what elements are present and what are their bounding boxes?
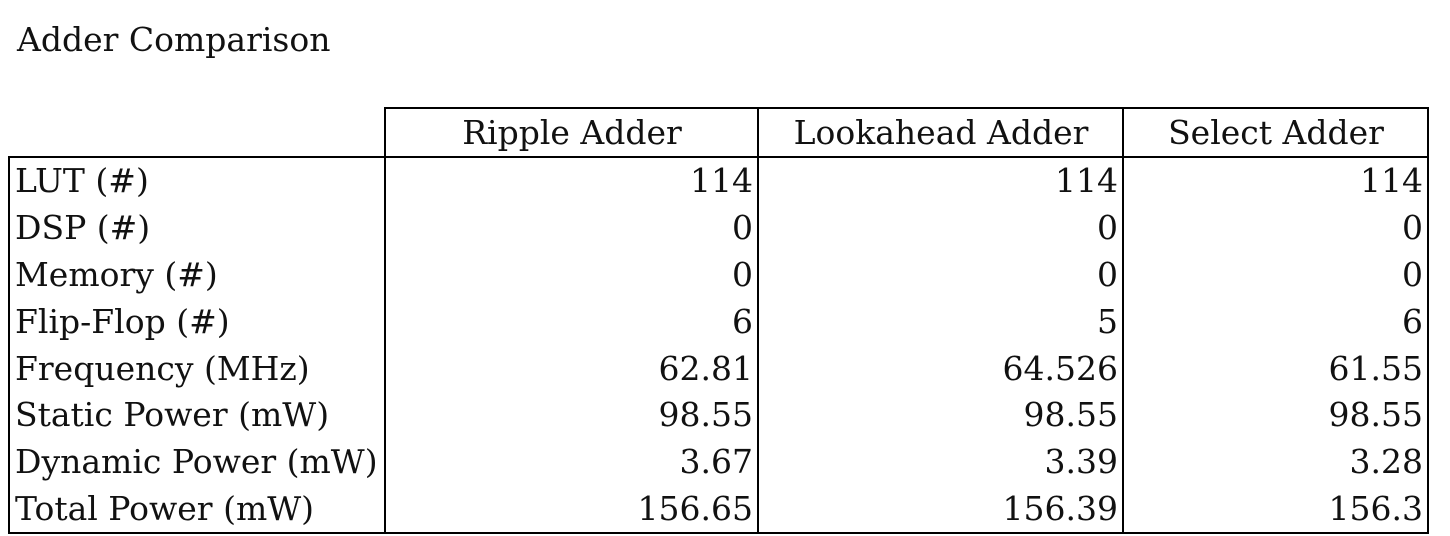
header-row: Ripple Adder Lookahead Adder Select Adde… (9, 107, 1429, 158)
row-label: DSP (#) (8, 204, 386, 252)
row-label: Total Power (mW) (8, 485, 386, 535)
cell-lookahead: 3.39 (758, 438, 1124, 486)
row-label: Frequency (MHz) (8, 345, 386, 392)
cell-lookahead: 0 (758, 251, 1124, 299)
table-row: Dynamic Power (mW) 3.67 3.39 3.28 (8, 438, 1429, 486)
row-label: LUT (#) (8, 157, 386, 205)
cell-select: 61.55 (1123, 345, 1429, 392)
cell-select: 98.55 (1123, 391, 1429, 439)
table-row: Total Power (mW) 156.65 156.39 156.3 (8, 485, 1429, 535)
table-row: Static Power (mW) 98.55 98.55 98.55 (8, 391, 1429, 439)
header-corner-cell (9, 108, 386, 158)
row-label: Static Power (mW) (8, 391, 386, 439)
cell-ripple: 114 (385, 157, 759, 205)
cell-ripple: 98.55 (385, 391, 759, 439)
row-label: Memory (#) (8, 251, 386, 299)
cell-select: 114 (1123, 157, 1429, 205)
cell-lookahead: 5 (758, 298, 1124, 346)
cell-select: 0 (1123, 204, 1429, 252)
cell-select: 0 (1123, 251, 1429, 299)
column-header-select: Select Adder (1122, 107, 1429, 158)
cell-lookahead: 98.55 (758, 391, 1124, 439)
row-label: Flip-Flop (#) (8, 298, 386, 346)
table-row: Memory (#) 0 0 0 (8, 251, 1429, 299)
cell-lookahead: 0 (758, 204, 1124, 252)
cell-ripple: 0 (385, 204, 759, 252)
adder-comparison-table: Ripple Adder Lookahead Adder Select Adde… (8, 107, 1429, 535)
cell-lookahead: 156.39 (758, 485, 1124, 535)
table-title: Adder Comparison (17, 20, 331, 59)
cell-select: 6 (1123, 298, 1429, 346)
row-label: Dynamic Power (mW) (8, 438, 386, 486)
cell-lookahead: 114 (758, 157, 1124, 205)
cell-ripple: 3.67 (385, 438, 759, 486)
cell-ripple: 6 (385, 298, 759, 346)
cell-lookahead: 64.526 (758, 345, 1124, 392)
cell-ripple: 0 (385, 251, 759, 299)
table-row: DSP (#) 0 0 0 (8, 204, 1429, 252)
column-header-lookahead: Lookahead Adder (757, 107, 1124, 158)
cell-select: 3.28 (1123, 438, 1429, 486)
cell-ripple: 62.81 (385, 345, 759, 392)
table-row: Flip-Flop (#) 6 5 6 (8, 298, 1429, 346)
column-header-ripple: Ripple Adder (384, 107, 759, 158)
cell-select: 156.3 (1123, 485, 1429, 535)
cell-ripple: 156.65 (385, 485, 759, 535)
table-row: Frequency (MHz) 62.81 64.526 61.55 (8, 345, 1429, 392)
table-row: LUT (#) 114 114 114 (8, 157, 1429, 205)
